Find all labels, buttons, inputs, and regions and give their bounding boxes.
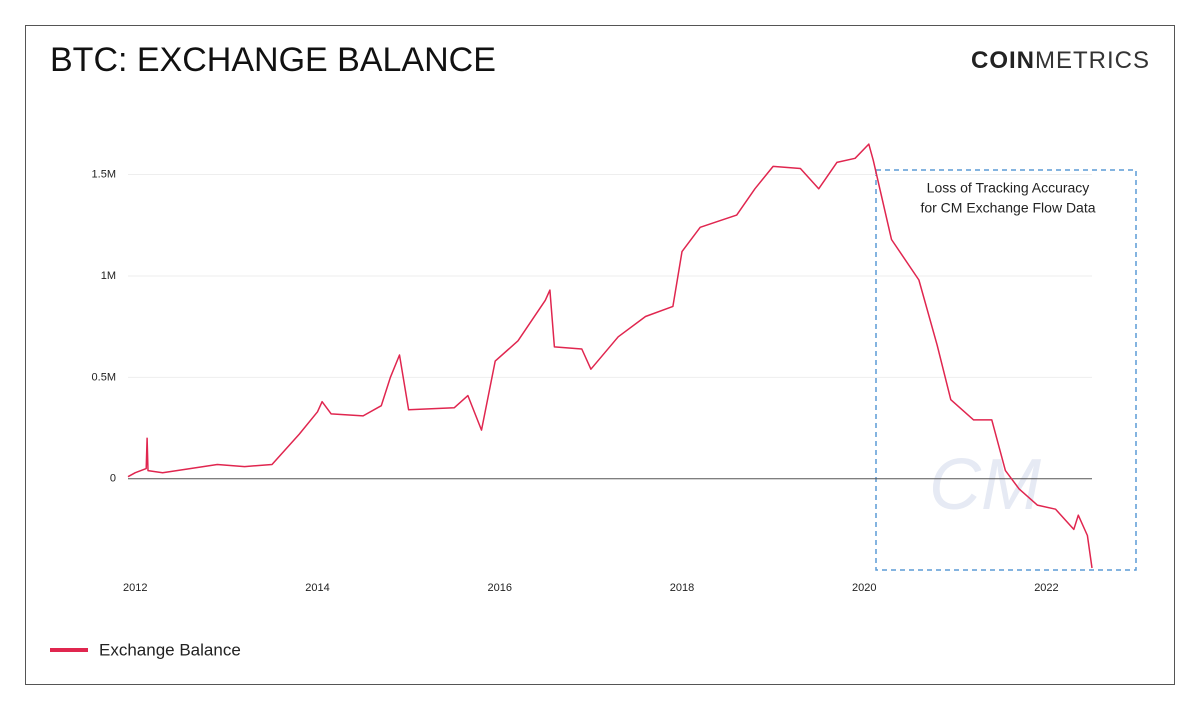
logo-bold: COIN (971, 47, 1035, 74)
frame (25, 25, 1175, 685)
legend-label[interactable]: Exchange Balance (99, 640, 241, 659)
x-tick-label: 2020 (852, 582, 876, 594)
y-tick-label: 1M (101, 270, 116, 282)
annotation-line: for CM Exchange Flow Data (920, 200, 1095, 216)
logo: COINMETRICS (971, 47, 1150, 74)
x-tick-label: 2014 (305, 582, 329, 594)
annotation-line: Loss of Tracking Accuracy (927, 180, 1090, 196)
watermark: CM (929, 445, 1041, 525)
x-tick-label: 2016 (488, 582, 512, 594)
x-tick-label: 2018 (670, 582, 694, 594)
y-tick-label: 0.5M (92, 371, 116, 383)
chart-title: BTC: EXCHANGE BALANCE (50, 41, 496, 79)
x-tick-label: 2022 (1034, 582, 1058, 594)
x-tick-label: 2012 (123, 582, 147, 594)
data-line (127, 143, 1093, 569)
logo-light: METRICS (1035, 47, 1150, 74)
y-tick-label: 1.5M (92, 168, 116, 180)
y-tick-label: 0 (110, 473, 116, 485)
annotation-box (875, 169, 1137, 571)
